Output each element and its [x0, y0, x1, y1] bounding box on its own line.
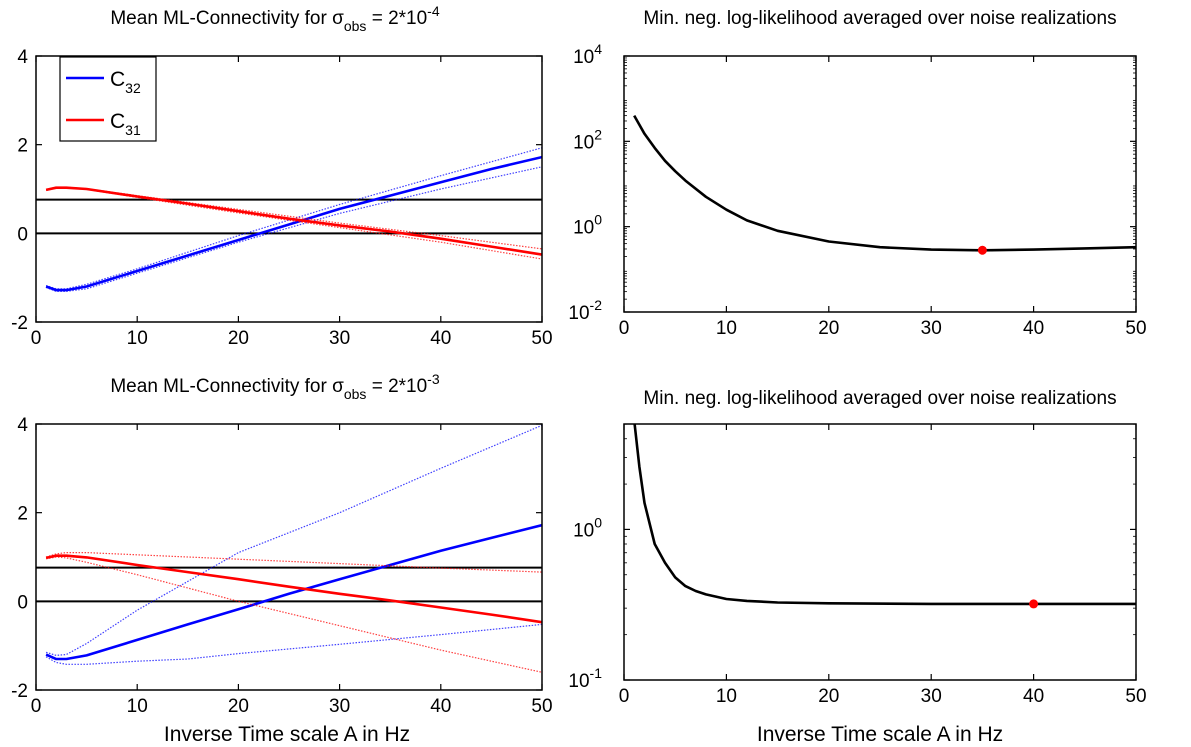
legend-label-c32: C32 [110, 68, 141, 96]
x-tick-label: 40 [430, 696, 451, 717]
axes-box [35, 55, 543, 323]
chart-title: Mean ML-Connectivity for σobs = 2*10-4 [110, 3, 439, 34]
x-tick-label: 20 [818, 686, 839, 707]
plot-area [633, 424, 1136, 609]
series-c32-line [45, 155, 542, 292]
x-tick-label: 50 [1125, 318, 1146, 339]
chart-title: Min. neg. log-likelihood averaged over n… [643, 8, 1116, 29]
series-c31-line [45, 554, 542, 624]
series-c31-line [45, 186, 542, 256]
y-tick-label: 2 [17, 504, 28, 525]
ticks: 0 10 20 30 40 50 10-2 100 102 104 [568, 41, 1146, 339]
chart-title: Min. neg. log-likelihood averaged over n… [643, 388, 1116, 409]
x-axis-label: Inverse Time scale A in Hz [164, 723, 410, 746]
plot-area [633, 114, 1136, 255]
x-tick-label: 50 [531, 328, 552, 349]
x-tick-label: 40 [430, 328, 451, 349]
x-tick-label: 0 [619, 318, 630, 339]
x-tick-label: 40 [1023, 686, 1044, 707]
plot-area [36, 424, 542, 673]
series-c32-line [45, 523, 542, 661]
panel-likelihood-low-noise: Min. neg. log-likelihood averaged over n… [568, 8, 1146, 339]
x-tick-label: 50 [531, 696, 552, 717]
y-tick-label: 100 [573, 514, 602, 541]
y-tick-label: 2 [17, 136, 28, 157]
plot-area [36, 147, 542, 292]
y-tick-label: 4 [17, 47, 28, 68]
panel-connectivity-low-noise: Mean ML-Connectivity for σobs = 2*10-4 0… [11, 3, 552, 349]
y-tick-label: -2 [11, 681, 28, 702]
series-c32-upper-line [45, 424, 542, 657]
axes-box [35, 423, 543, 691]
x-tick-label: 30 [329, 696, 350, 717]
axes-box [623, 55, 1137, 313]
series-c32-lower-line [45, 623, 542, 665]
y-tick-label: 0 [17, 224, 28, 245]
x-tick-label: 20 [228, 696, 249, 717]
x-tick-label: 0 [31, 696, 42, 717]
y-tick-label: 104 [573, 41, 602, 68]
x-axis-label: Inverse Time scale A in Hz [757, 723, 1003, 746]
series-likelihood-line [633, 424, 1136, 606]
x-tick-label: 50 [1125, 686, 1146, 707]
y-tick-label: 10-2 [568, 297, 602, 324]
series-likelihood-line [633, 114, 1136, 252]
x-tick-label: 10 [716, 686, 737, 707]
minimum-marker [977, 245, 987, 255]
series-c32-upper-line [45, 147, 542, 290]
x-tick-label: 10 [716, 318, 737, 339]
series-c31-lower-line [45, 556, 542, 673]
series-c32-lower-line [45, 166, 542, 292]
y-tick-label: 0 [17, 592, 28, 613]
minimum-marker [1029, 599, 1039, 609]
panel-connectivity-high-noise: Mean ML-Connectivity for σobs = 2*10-3 0… [11, 371, 552, 746]
x-tick-label: 40 [1023, 318, 1044, 339]
x-tick-label: 30 [329, 328, 350, 349]
ticks: 0 10 20 30 40 50 10-1 100 [568, 423, 1147, 707]
y-tick-label: 100 [573, 212, 602, 239]
x-tick-label: 0 [31, 328, 42, 349]
y-tick-label: 4 [17, 415, 28, 436]
x-tick-label: 30 [921, 686, 942, 707]
chart-title: Mean ML-Connectivity for σobs = 2*10-3 [110, 371, 439, 402]
x-tick-label: 0 [619, 686, 630, 707]
legend-box [59, 56, 157, 142]
x-tick-label: 10 [127, 328, 148, 349]
x-tick-label: 10 [127, 696, 148, 717]
y-tick-label: 102 [573, 126, 602, 153]
y-tick-label: 10-1 [568, 665, 602, 692]
series-c31-upper-line [45, 186, 542, 250]
axes-box [623, 423, 1137, 681]
panel-likelihood-high-noise: Min. neg. log-likelihood averaged over n… [568, 388, 1146, 746]
y-tick-label: -2 [11, 313, 28, 334]
legend: C32 C31 [59, 56, 157, 142]
x-tick-label: 30 [921, 318, 942, 339]
x-tick-label: 20 [818, 318, 839, 339]
x-tick-label: 20 [228, 328, 249, 349]
legend-label-c31: C31 [110, 110, 141, 138]
